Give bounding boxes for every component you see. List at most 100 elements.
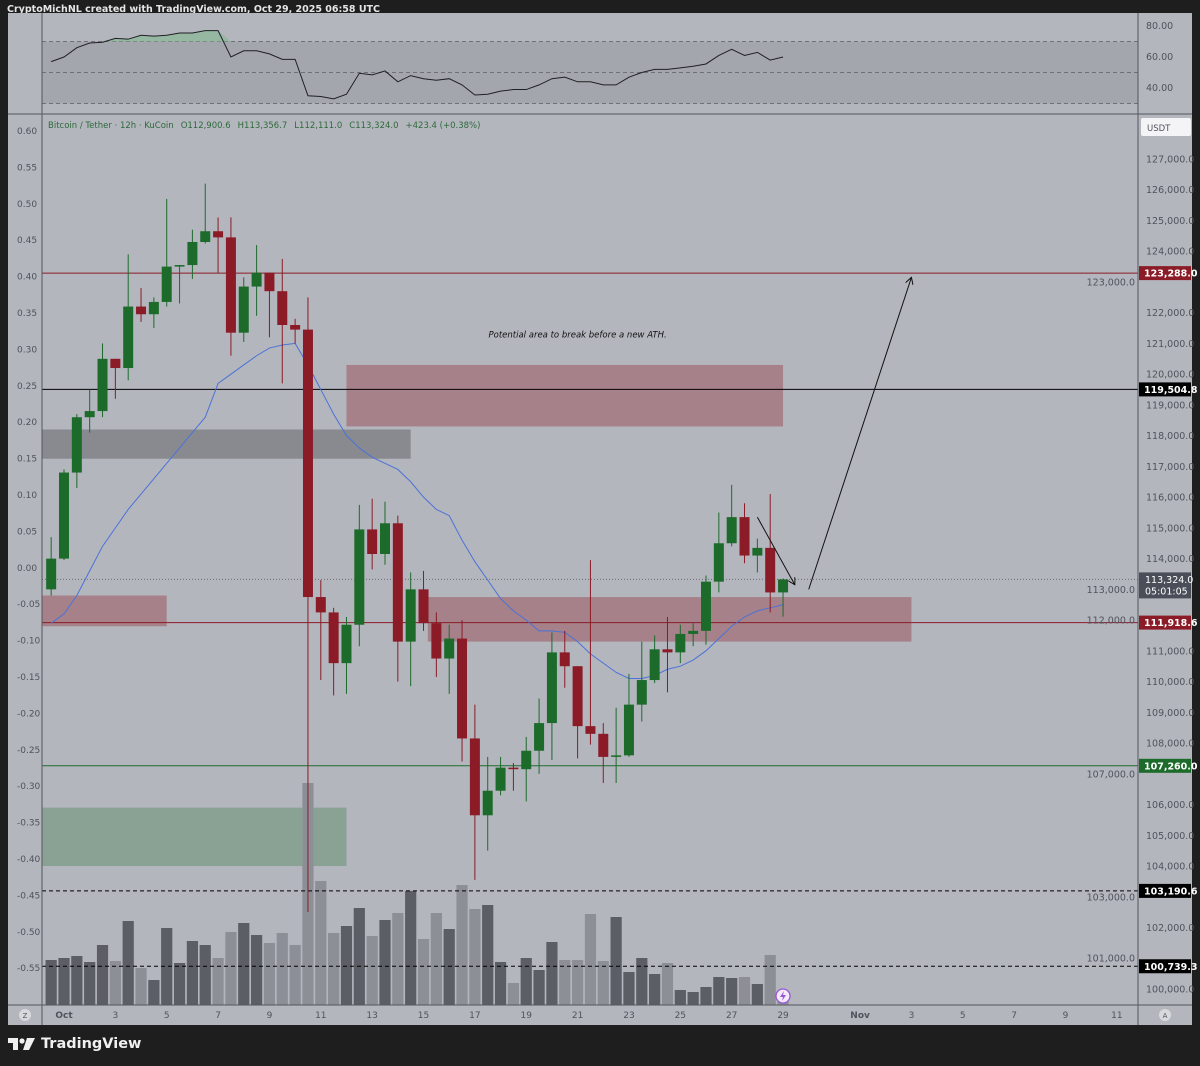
- candle[interactable]: [469, 704, 480, 880]
- candle-body[interactable]: [174, 265, 185, 267]
- candle[interactable]: [174, 265, 185, 304]
- annotation-text[interactable]: Potential area to break before a new ATH…: [489, 330, 667, 340]
- candle-body[interactable]: [277, 291, 288, 325]
- candle[interactable]: [739, 503, 750, 564]
- candle-body[interactable]: [264, 272, 275, 292]
- candle-body[interactable]: [739, 517, 750, 556]
- green-zone[interactable]: [38, 807, 347, 867]
- candle[interactable]: [495, 756, 506, 796]
- candle[interactable]: [752, 538, 763, 573]
- candle[interactable]: [726, 484, 737, 547]
- candle-body[interactable]: [315, 597, 326, 613]
- candle[interactable]: [354, 504, 365, 647]
- candle-body[interactable]: [380, 523, 390, 555]
- candle[interactable]: [148, 297, 159, 329]
- candle[interactable]: [765, 494, 776, 613]
- candle[interactable]: [534, 698, 545, 774]
- candle[interactable]: [238, 277, 249, 342]
- candle[interactable]: [213, 217, 224, 273]
- candle[interactable]: [97, 343, 108, 418]
- candle-body[interactable]: [778, 579, 789, 593]
- candle-body[interactable]: [328, 612, 339, 664]
- candle-body[interactable]: [701, 581, 711, 631]
- candle[interactable]: [341, 617, 352, 694]
- candle-body[interactable]: [765, 547, 776, 593]
- candle[interactable]: [405, 572, 416, 687]
- candle[interactable]: [161, 198, 172, 307]
- candle[interactable]: [367, 498, 378, 570]
- candle[interactable]: [110, 358, 121, 399]
- currency-button[interactable]: USDT: [1141, 118, 1191, 136]
- price-pane[interactable]: Potential area to break before a new ATH…: [38, 183, 1138, 1005]
- candle[interactable]: [701, 575, 711, 645]
- candle-body[interactable]: [97, 358, 108, 412]
- candle-body[interactable]: [469, 738, 480, 816]
- candle[interactable]: [225, 217, 236, 356]
- candle-body[interactable]: [110, 358, 121, 369]
- candle-body[interactable]: [457, 638, 468, 739]
- candle[interactable]: [688, 623, 699, 647]
- legend-symbol[interactable]: Bitcoin / Tether · 12h · KuCoin: [48, 121, 174, 131]
- trend-arrow[interactable]: [808, 277, 912, 590]
- candle[interactable]: [328, 607, 339, 696]
- candle-body[interactable]: [161, 266, 172, 302]
- candle-body[interactable]: [585, 726, 596, 734]
- candle-body[interactable]: [200, 231, 211, 242]
- candle[interactable]: [778, 578, 789, 617]
- candle-body[interactable]: [623, 704, 634, 756]
- pink-zone[interactable]: [346, 364, 784, 427]
- symbol-legend[interactable]: Bitcoin / Tether · 12h · KuCoin O112,900…: [48, 121, 480, 131]
- candle-body[interactable]: [675, 633, 686, 653]
- candle[interactable]: [251, 245, 262, 316]
- candle-body[interactable]: [495, 767, 506, 791]
- candle-body[interactable]: [59, 472, 69, 559]
- candle-body[interactable]: [251, 272, 262, 287]
- candle[interactable]: [302, 297, 313, 913]
- candle-body[interactable]: [598, 733, 609, 757]
- candle[interactable]: [675, 624, 686, 664]
- svg-text:Z[interactable]: Z: [23, 1012, 28, 1020]
- candle-body[interactable]: [521, 750, 532, 770]
- candle[interactable]: [277, 258, 288, 384]
- candle-body[interactable]: [123, 306, 134, 369]
- candle[interactable]: [623, 673, 634, 757]
- pink-zone[interactable]: [427, 597, 912, 642]
- trend-arrow[interactable]: [756, 516, 794, 585]
- candle-body[interactable]: [213, 231, 224, 238]
- candle[interactable]: [559, 630, 570, 688]
- candle-body[interactable]: [354, 529, 365, 625]
- candle[interactable]: [380, 501, 390, 565]
- candle[interactable]: [187, 229, 198, 279]
- gray-zone[interactable]: [38, 429, 411, 459]
- candle[interactable]: [521, 736, 532, 802]
- candle[interactable]: [392, 515, 403, 682]
- svg-text:A[interactable]: A: [1163, 1012, 1168, 1020]
- candle[interactable]: [611, 707, 622, 784]
- candle[interactable]: [264, 272, 275, 338]
- pink-zone[interactable]: [38, 595, 167, 627]
- candle[interactable]: [431, 612, 442, 677]
- candle-body[interactable]: [649, 649, 660, 681]
- candle-body[interactable]: [136, 306, 147, 315]
- auto-scale-button[interactable]: A: [1159, 1009, 1171, 1021]
- candle[interactable]: [84, 389, 95, 433]
- candle-body[interactable]: [726, 517, 737, 544]
- candle[interactable]: [572, 666, 583, 759]
- candle-body[interactable]: [444, 638, 455, 659]
- candle-body[interactable]: [546, 652, 557, 724]
- candle-body[interactable]: [418, 589, 429, 624]
- candle-body[interactable]: [611, 755, 622, 757]
- candle[interactable]: [46, 537, 57, 596]
- candle-body[interactable]: [148, 301, 159, 315]
- candle[interactable]: [482, 756, 493, 851]
- candle-body[interactable]: [367, 529, 378, 555]
- candle[interactable]: [585, 560, 596, 745]
- candle-body[interactable]: [392, 523, 403, 642]
- lightning-alert-icon[interactable]: [775, 988, 791, 1004]
- candle-body[interactable]: [662, 649, 673, 653]
- candle-body[interactable]: [71, 417, 82, 473]
- candle-body[interactable]: [187, 241, 198, 266]
- candle[interactable]: [418, 570, 429, 631]
- candle-body[interactable]: [688, 630, 699, 634]
